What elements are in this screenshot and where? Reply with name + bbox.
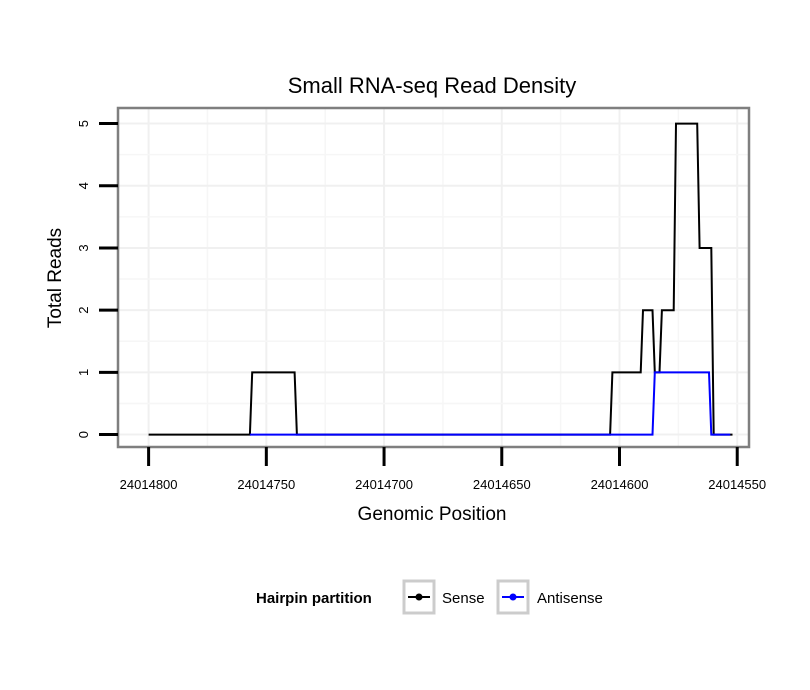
series-line-antisense bbox=[249, 371, 731, 436]
y-tick-label: 0 bbox=[76, 431, 91, 438]
x-tick-label: 24014750 bbox=[237, 477, 295, 492]
y-tick-label: 2 bbox=[76, 307, 91, 314]
grid bbox=[118, 108, 749, 447]
x-tick-label: 24014800 bbox=[120, 477, 178, 492]
legend-dot-antisense bbox=[509, 593, 517, 601]
x-axis: 24014800 24014750 24014700 24014650 24014600… bbox=[120, 447, 766, 492]
series-layer bbox=[148, 122, 733, 436]
x-axis-title: Genomic Position bbox=[358, 504, 507, 525]
y-axis: 0 1 2 3 4 5 bbox=[76, 120, 118, 438]
legend-item-antisense: Antisense bbox=[496, 579, 603, 615]
legend-dot-sense bbox=[415, 593, 423, 601]
y-tick-label: 5 bbox=[76, 120, 91, 127]
legend-label-sense: Sense bbox=[442, 590, 485, 607]
y-tick-label: 4 bbox=[76, 182, 91, 189]
legend-item-sense: Sense bbox=[402, 579, 485, 615]
plot-background bbox=[118, 108, 749, 447]
x-tick-label: 24014600 bbox=[591, 477, 649, 492]
plot-border bbox=[116, 106, 751, 449]
y-tick-label: 1 bbox=[76, 369, 91, 376]
y-axis-title: Total Reads bbox=[45, 228, 66, 328]
legend: Hairpin partition Sense Antisense bbox=[256, 579, 603, 615]
legend-title: Hairpin partition bbox=[256, 590, 372, 607]
legend-label-antisense: Antisense bbox=[537, 590, 603, 607]
x-tick-label: 24014700 bbox=[355, 477, 413, 492]
x-tick-label: 24014550 bbox=[708, 477, 766, 492]
x-tick-label: 24014650 bbox=[473, 477, 531, 492]
y-tick-label: 3 bbox=[76, 244, 91, 251]
chart-title: Small RNA-seq Read Density bbox=[288, 73, 577, 98]
